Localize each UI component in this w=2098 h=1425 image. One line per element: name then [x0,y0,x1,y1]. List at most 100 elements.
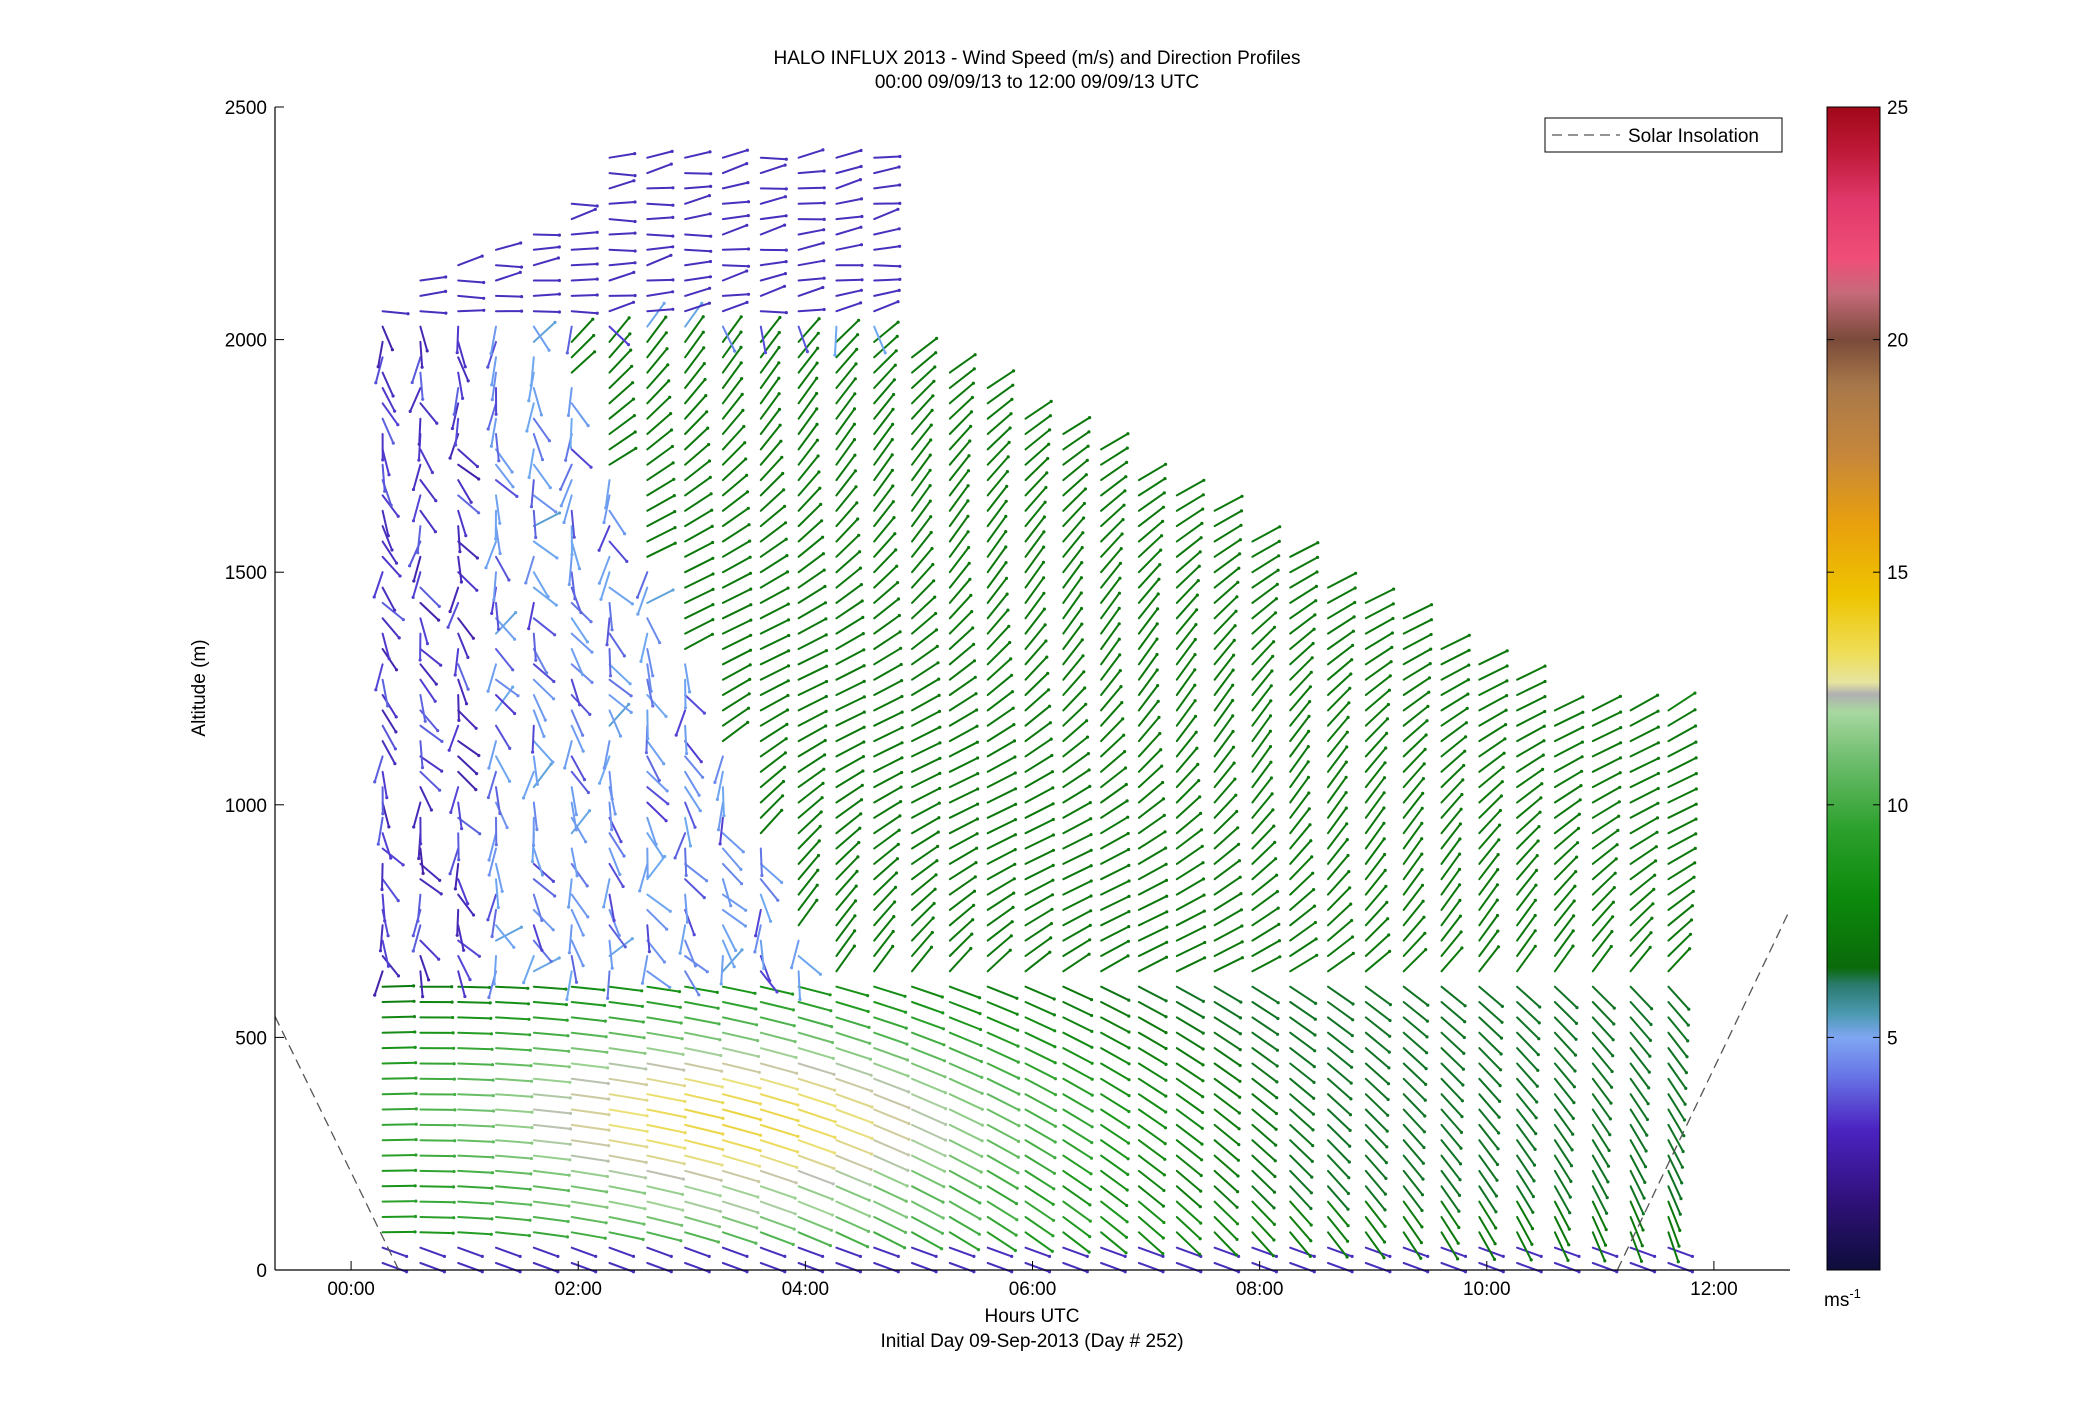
wind-vector-tip [1202,909,1206,913]
wind-vector [873,548,897,574]
wind-vector [1629,931,1652,957]
wind-vector [835,583,863,604]
wind-vector-tip [511,485,515,489]
wind-vector-tip [859,148,863,153]
wind-vector [1137,1123,1167,1145]
wind-vector-tip [1530,1242,1534,1246]
wind-vector [412,924,422,952]
wind-vector-tip [1232,761,1236,765]
wind-vector [1024,1154,1056,1175]
wind-vector [1327,746,1348,773]
wind-vector [1402,777,1425,804]
wind-vector [1327,1108,1352,1132]
wind-vector [1024,688,1050,712]
wind-vector [986,818,1017,835]
wind-vector-tip [859,288,864,292]
wind-vector-tip [853,899,858,903]
wind-vector-tip [721,1101,725,1105]
wind-vector-tip [640,989,644,993]
wind-vector-tip [1016,1044,1020,1048]
wind-vector [684,893,689,924]
wind-vector-tip [666,363,670,367]
wind-vector [1402,1185,1423,1212]
wind-vector-tip [633,293,637,298]
wind-vector-tip [1165,910,1169,914]
wind-vector-tip [408,564,412,568]
wind-vector [608,1139,648,1148]
wind-vector [759,285,786,297]
wind-vector [684,525,714,543]
wind-vector-tip [606,1066,610,1070]
wind-vector [1364,1031,1391,1054]
wind-vector-tip [891,929,895,934]
wind-vector [835,438,856,466]
wind-vector [570,985,605,991]
solar-insolation-line [1616,909,1791,1271]
wind-vector-tip [1387,933,1391,937]
wind-vector-tip [1273,1174,1277,1179]
wind-vector-tip [862,725,866,729]
wind-vector-tip [1641,1212,1645,1216]
wind-vector [873,325,887,354]
wind-vector-tip [1684,1071,1688,1075]
wind-vector-tip [1017,1092,1021,1096]
wind-vector [1516,1200,1534,1230]
wind-vector-tip [1197,564,1201,568]
wind-vector-tip [574,813,579,817]
wind-vector-tip [783,1254,787,1258]
wind-vector [684,302,711,313]
wind-vector [570,1077,610,1085]
wind-vector [1629,816,1659,835]
wind-vector [986,641,1011,666]
wind-vector-tip [438,788,442,792]
wind-vector [797,955,822,976]
wind-vector [570,350,596,374]
wind-vector [532,1031,569,1037]
wind-vector-tip [693,825,697,829]
wind-vector-tip [474,788,478,792]
wind-vector-tip [1051,833,1055,837]
wind-vector-tip [528,1048,532,1052]
wind-vector-tip [529,505,534,509]
wind-vector-tip [1053,1077,1057,1081]
wind-vector-tip [661,855,665,859]
wind-vector-tip [1611,1054,1615,1058]
wind-vector [873,726,904,743]
wind-vector-tip [1388,1034,1392,1038]
wind-vector [1629,1169,1646,1200]
wind-vector-tip [858,826,862,830]
wind-vector [532,1185,570,1192]
wind-vector-tip [682,1162,686,1166]
wind-vector-tip [1009,412,1013,416]
wind-vector-tip [1083,686,1087,690]
wind-vector-tip [401,618,405,622]
wind-vector-tip [453,1139,457,1143]
wind-vector [532,985,567,991]
wind-vector [1213,908,1243,927]
wind-vector [684,939,697,967]
wind-vector-tip [412,1015,416,1019]
wind-vector [1024,705,1051,727]
wind-vector [487,663,497,693]
wind-vector [457,1001,492,1004]
wind-vector [495,678,519,697]
wind-vector [1062,607,1083,635]
wind-vector [1062,1185,1091,1206]
wind-vector [495,555,510,581]
wind-vector [835,501,858,528]
wind-vector [1667,876,1695,896]
wind-vector-tip [1307,807,1311,811]
wind-vector-tip [633,249,637,253]
wind-vector-tip [1349,1097,1353,1101]
wind-vector [1516,739,1545,758]
wind-vector-tip [444,275,448,279]
wind-vector-tip [654,842,658,847]
wind-vector [790,939,800,969]
wind-vector [1024,486,1047,512]
wind-vector [1100,1093,1130,1113]
wind-vector [1100,940,1130,957]
wind-vector-tip [1345,822,1349,826]
wind-vector [532,908,555,931]
wind-vector-tip [1053,1061,1057,1065]
wind-vector [456,325,460,354]
